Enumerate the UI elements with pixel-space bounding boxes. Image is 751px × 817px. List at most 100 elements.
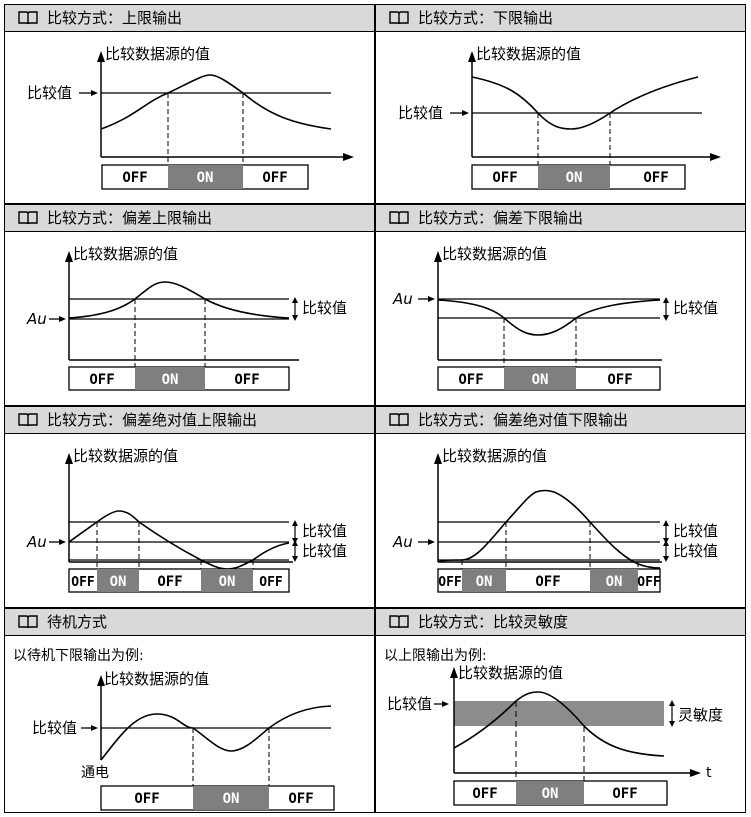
state-on: ON — [606, 574, 623, 590]
book-icon — [18, 11, 38, 25]
y-axis-label: 比较数据源的值 — [476, 45, 581, 63]
panel-title: 比较方式：下限输出 — [418, 9, 554, 27]
compare-value-label: 比较值 — [673, 299, 718, 317]
panel-header: 比较方式：偏差绝对值上限输出 — [5, 407, 374, 434]
panel-abs-deviation-lower: 比较方式：偏差绝对值下限输出 比较数据源的值 Au 比较值 比较值 OFF ON… — [376, 407, 745, 607]
panel-header: 比较方式：偏差绝对值下限输出 — [376, 407, 745, 434]
panel-header: 比较方式：偏差上限输出 — [5, 205, 374, 232]
compare-value-label: 比较值 — [673, 522, 718, 540]
panel-title: 比较方式：偏差上限输出 — [47, 209, 213, 227]
state-on: ON — [110, 574, 127, 590]
output-on-segment — [135, 367, 205, 390]
au-label: Au — [392, 290, 413, 308]
panel-deviation-lower: 比较方式：偏差下限输出 比较数据源的值 Au 比较值 OFF ON OFF — [376, 205, 745, 405]
state-off: OFF — [157, 574, 182, 590]
divider-row-1 — [4, 203, 746, 205]
output-on-segment — [590, 569, 638, 592]
signal-curve — [437, 489, 661, 569]
divider-row-2 — [4, 405, 746, 407]
compare-value-label: 比较值 — [398, 104, 443, 122]
book-icon — [389, 413, 409, 427]
panel-subtitle: 以待机下限输出为例: — [13, 648, 144, 664]
y-axis-label: 比较数据源的值 — [442, 245, 547, 263]
panel-standby: 待机方式 以待机下限输出为例: 比较数据源的值 比较值 通电 OFF ON OF… — [5, 609, 374, 812]
panel-header: 比较方式：偏差下限输出 — [376, 205, 745, 232]
panel-upper-limit: 比较方式：上限输出 比较数据源的值 比较值 OFF ON OFF — [5, 5, 374, 203]
state-off: OFF — [438, 575, 462, 590]
y-axis-label: 比较数据源的值 — [105, 45, 210, 63]
compare-value-label: 比较值 — [387, 695, 432, 713]
y-axis-label: 比较数据源的值 — [104, 670, 209, 688]
book-icon — [389, 615, 409, 629]
sensitivity-band — [454, 701, 664, 726]
output-on-segment — [516, 781, 584, 805]
sensitivity-diagram: 以上限输出为例: t 比较数据源的值 比较值 灵敏度 OFF ON OFF — [384, 648, 723, 806]
panel-lower-limit: 比较方式：下限输出 比较数据源的值 比较值 OFF ON OFF — [376, 5, 745, 203]
book-icon — [389, 11, 409, 25]
state-on: ON — [532, 372, 549, 388]
signal-curve — [68, 281, 290, 319]
state-off: OFF — [259, 575, 283, 590]
compare-value-label: 比较值 — [302, 522, 347, 540]
panel-title: 比较方式：偏差绝对值上限输出 — [47, 411, 258, 429]
book-icon — [18, 211, 38, 225]
y-axis-label: 比较数据源的值 — [458, 664, 563, 682]
book-icon — [389, 211, 409, 225]
state-off: OFF — [288, 791, 313, 807]
output-on-segment — [538, 165, 610, 189]
state-on: ON — [542, 786, 559, 802]
compare-value-label: 比较值 — [302, 299, 347, 317]
signal-curve — [68, 510, 290, 570]
signal-curve — [453, 691, 665, 757]
output-on-segment — [97, 569, 139, 592]
state-off: OFF — [122, 170, 147, 186]
panel-header: 比较方式：比较灵敏度 — [376, 609, 745, 636]
panel-subtitle: 以上限输出为例: — [384, 648, 487, 664]
au-label: Au — [26, 533, 47, 551]
y-axis-label: 比较数据源的值 — [442, 447, 547, 465]
state-off: OFF — [492, 170, 517, 186]
panel-sensitivity: 比较方式：比较灵敏度 以上限输出为例: t 比较数据源的值 比较值 灵敏度 OF… — [376, 609, 745, 812]
state-off: OFF — [472, 786, 497, 802]
state-off: OFF — [134, 791, 159, 807]
panel-header: 比较方式：下限输出 — [376, 5, 745, 32]
panel-deviation-upper: 比较方式：偏差上限输出 比较数据源的值 Au 比较值 OFF ON OFF — [5, 205, 374, 405]
frame-left — [4, 4, 5, 813]
au-label: Au — [392, 533, 413, 551]
state-off: OFF — [637, 575, 661, 590]
book-icon — [18, 413, 38, 427]
output-on-segment — [168, 165, 243, 189]
compare-value-label: 比较值 — [27, 84, 72, 102]
panel-header: 比较方式：上限输出 — [5, 5, 374, 32]
panel-abs-deviation-upper: 比较方式：偏差绝对值上限输出 比较数据源的值 Au 比较值 比较值 OFF ON… — [5, 407, 374, 607]
standby-diagram: 以待机下限输出为例: 比较数据源的值 比较值 通电 OFF ON OFF — [13, 648, 335, 811]
state-on: ON — [162, 372, 179, 388]
panel-title: 待机方式 — [47, 613, 108, 631]
state-off: OFF — [607, 372, 632, 388]
deviation-upper-diagram: 比较数据源的值 Au 比较值 OFF ON OFF — [26, 245, 347, 391]
y-axis-label: 比较数据源的值 — [73, 447, 178, 465]
panel-header: 待机方式 — [5, 609, 374, 636]
upper-limit-diagram: 比较数据源的值 比较值 OFF ON OFF — [27, 45, 354, 190]
compare-value-label: 比较值 — [302, 542, 347, 560]
state-on: ON — [566, 170, 583, 186]
lower-limit-diagram: 比较数据源的值 比较值 OFF ON OFF — [398, 45, 721, 190]
output-on-segment — [504, 367, 576, 390]
output-on-segment — [462, 569, 506, 592]
state-off: OFF — [89, 372, 114, 388]
compare-value-label: 比较值 — [32, 719, 77, 737]
signal-curve — [100, 74, 332, 130]
deviation-lower-diagram: 比较数据源的值 Au 比较值 OFF ON OFF — [392, 245, 718, 391]
compare-value-label: 比较值 — [673, 542, 718, 560]
panel-title: 比较方式：偏差下限输出 — [418, 209, 584, 227]
state-off: OFF — [535, 574, 560, 590]
sensitivity-label: 灵敏度 — [678, 706, 723, 724]
time-axis-label: t — [706, 765, 712, 781]
state-on: ON — [223, 791, 240, 807]
panel-title: 比较方式：上限输出 — [47, 9, 183, 27]
y-axis-label: 比较数据源的值 — [73, 245, 178, 263]
signal-curve — [100, 705, 332, 761]
state-off: OFF — [262, 170, 287, 186]
output-on-segment — [201, 569, 253, 592]
state-on: ON — [476, 574, 493, 590]
